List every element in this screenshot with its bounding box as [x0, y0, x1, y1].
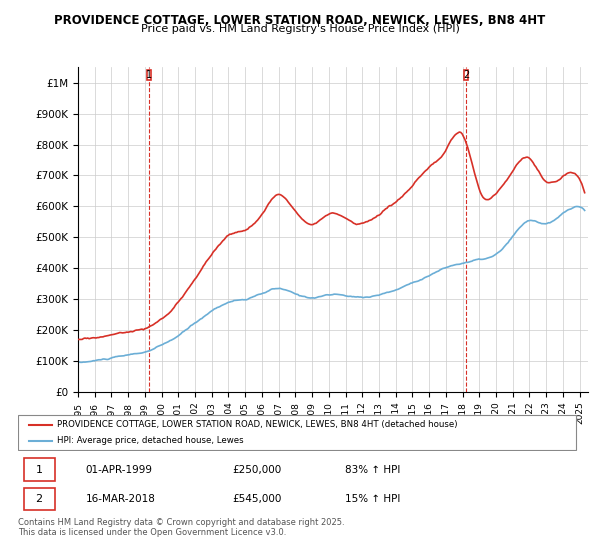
Text: HPI: Average price, detached house, Lewes: HPI: Average price, detached house, Lewe… — [58, 436, 244, 445]
FancyBboxPatch shape — [147, 71, 151, 80]
FancyBboxPatch shape — [23, 488, 55, 510]
Text: Price paid vs. HM Land Registry's House Price Index (HPI): Price paid vs. HM Land Registry's House … — [140, 24, 460, 34]
Text: 16-MAR-2018: 16-MAR-2018 — [86, 494, 155, 505]
Text: 2: 2 — [463, 70, 469, 80]
FancyBboxPatch shape — [23, 458, 55, 480]
Text: £545,000: £545,000 — [232, 494, 281, 505]
Text: 2: 2 — [35, 494, 43, 505]
Text: 1: 1 — [146, 70, 152, 80]
Text: £250,000: £250,000 — [232, 465, 281, 475]
Text: 15% ↑ HPI: 15% ↑ HPI — [345, 494, 400, 505]
Text: PROVIDENCE COTTAGE, LOWER STATION ROAD, NEWICK, LEWES, BN8 4HT: PROVIDENCE COTTAGE, LOWER STATION ROAD, … — [55, 14, 545, 27]
Text: PROVIDENCE COTTAGE, LOWER STATION ROAD, NEWICK, LEWES, BN8 4HT (detached house): PROVIDENCE COTTAGE, LOWER STATION ROAD, … — [58, 420, 458, 429]
Text: 01-APR-1999: 01-APR-1999 — [86, 465, 152, 475]
Text: Contains HM Land Registry data © Crown copyright and database right 2025.
This d: Contains HM Land Registry data © Crown c… — [18, 518, 344, 538]
FancyBboxPatch shape — [464, 71, 468, 80]
Text: 1: 1 — [35, 465, 43, 475]
FancyBboxPatch shape — [18, 415, 577, 450]
Text: 83% ↑ HPI: 83% ↑ HPI — [345, 465, 400, 475]
